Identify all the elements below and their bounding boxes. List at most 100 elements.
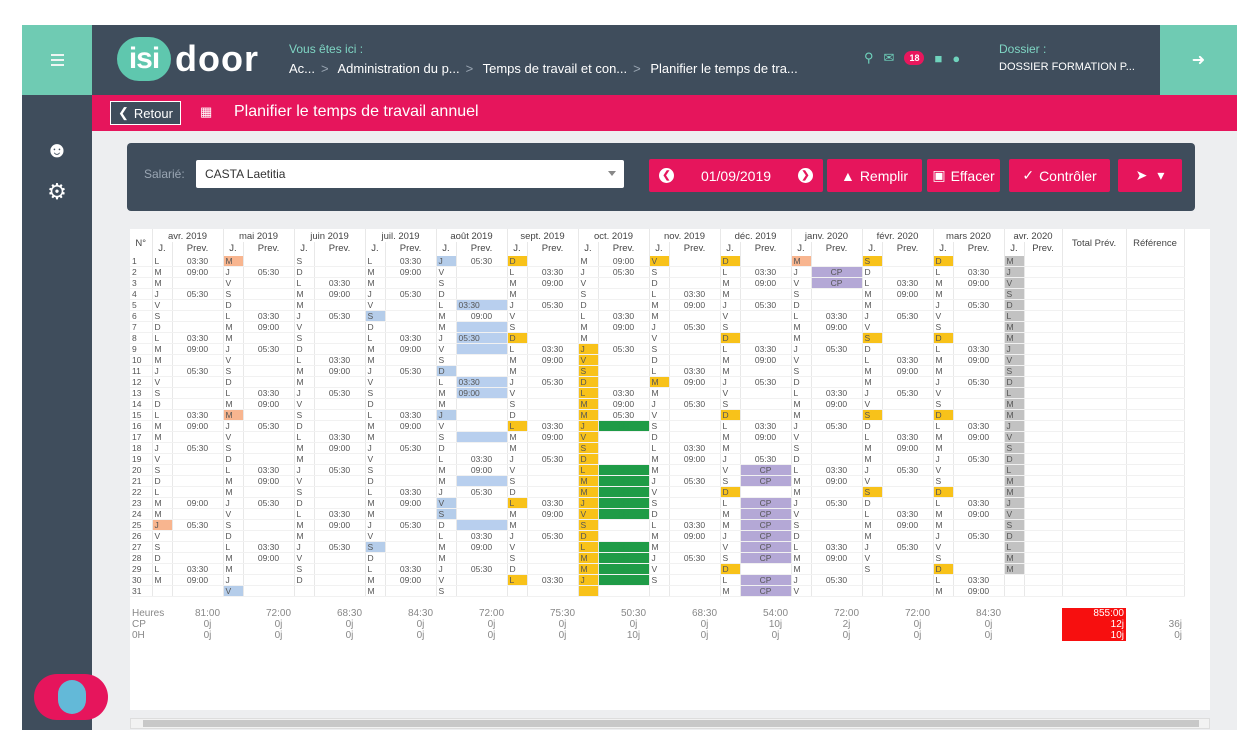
planned-time-cell[interactable]: 05:30 xyxy=(172,365,224,377)
day-letter-cell[interactable]: V xyxy=(223,431,244,443)
day-letter-cell[interactable]: M xyxy=(578,475,599,487)
day-letter-cell[interactable]: M xyxy=(294,288,315,300)
day-letter-cell[interactable]: J xyxy=(223,574,244,586)
day-letter-cell[interactable]: D xyxy=(649,354,670,366)
day-letter-cell[interactable]: J xyxy=(1004,420,1025,432)
planned-time-cell[interactable]: 03:30 xyxy=(243,541,295,553)
day-letter-cell[interactable]: L xyxy=(649,288,670,300)
day-letter-cell[interactable]: J xyxy=(649,552,670,564)
planned-time-cell[interactable]: 03:30 xyxy=(527,574,579,586)
day-letter-cell[interactable]: M xyxy=(507,508,528,520)
day-letter-cell[interactable]: V xyxy=(791,508,812,520)
day-letter-cell[interactable]: L xyxy=(436,376,457,388)
day-letter-cell[interactable]: D xyxy=(507,563,528,575)
back-button[interactable]: ❮ Retour xyxy=(110,101,181,125)
planned-time-cell[interactable] xyxy=(385,475,437,487)
planned-time-cell[interactable]: 03:30 xyxy=(243,387,295,399)
day-letter-cell[interactable]: V xyxy=(152,376,173,388)
planned-time-cell[interactable]: 03:30 xyxy=(953,574,1005,586)
planned-time-cell[interactable] xyxy=(1024,277,1063,289)
planned-time-cell[interactable]: 03:30 xyxy=(953,420,1005,432)
day-letter-cell[interactable]: M xyxy=(507,354,528,366)
day-letter-cell[interactable]: D xyxy=(791,376,812,388)
planned-time-cell[interactable] xyxy=(527,310,579,322)
planned-time-cell[interactable] xyxy=(385,464,437,476)
planned-time-cell[interactable] xyxy=(527,541,579,553)
horizontal-scrollbar[interactable] xyxy=(130,718,1210,729)
users-gear-icon[interactable]: ⚙ xyxy=(47,179,67,204)
planned-time-cell[interactable] xyxy=(669,332,721,344)
planned-time-cell[interactable]: 05:30 xyxy=(314,541,366,553)
day-letter-cell[interactable]: V xyxy=(649,256,670,267)
day-letter-cell[interactable]: M xyxy=(507,442,528,454)
planned-time-cell[interactable]: 05:30 xyxy=(385,442,437,454)
day-letter-cell[interactable]: L xyxy=(791,541,812,553)
planned-time-cell[interactable]: 0H xyxy=(598,574,650,586)
day-letter-cell[interactable]: V xyxy=(152,530,173,542)
day-letter-cell[interactable]: M xyxy=(223,563,244,575)
day-letter-cell[interactable]: S xyxy=(862,332,883,344)
day-letter-cell[interactable]: L xyxy=(933,497,954,509)
day-letter-cell[interactable]: M xyxy=(365,508,386,520)
planned-time-cell[interactable] xyxy=(456,354,508,366)
planned-time-cell[interactable] xyxy=(385,431,437,443)
day-letter-cell[interactable]: L xyxy=(720,343,741,355)
day-letter-cell[interactable]: S xyxy=(578,288,599,300)
day-letter-cell[interactable]: V xyxy=(294,475,315,487)
day-letter-cell[interactable]: V xyxy=(294,398,315,410)
day-letter-cell[interactable]: D xyxy=(436,288,457,300)
planned-time-cell[interactable]: 09:00 xyxy=(953,354,1005,366)
planned-time-cell[interactable] xyxy=(314,256,366,267)
day-letter-cell[interactable]: L xyxy=(507,574,528,586)
planned-time-cell[interactable]: 03:30 xyxy=(811,464,863,476)
planned-time-cell[interactable] xyxy=(740,321,792,333)
planned-time-cell[interactable] xyxy=(882,256,934,267)
planned-time-cell[interactable] xyxy=(953,563,1005,575)
day-letter-cell[interactable]: D xyxy=(223,376,244,388)
planned-time-cell[interactable]: 03:30 xyxy=(456,453,508,465)
breadcrumb-item[interactable]: Ac... xyxy=(289,61,316,76)
day-letter-cell[interactable]: D xyxy=(507,332,528,344)
planned-time-cell[interactable] xyxy=(598,376,650,388)
planned-time-cell[interactable]: 05:30 xyxy=(456,256,508,267)
day-letter-cell[interactable]: J xyxy=(365,365,386,377)
planned-time-cell[interactable] xyxy=(1024,387,1063,399)
planned-time-cell[interactable]: 03:30 xyxy=(527,497,579,509)
day-letter-cell[interactable]: J xyxy=(933,299,954,311)
planned-time-cell[interactable] xyxy=(598,431,650,443)
planned-time-cell[interactable] xyxy=(1024,256,1063,267)
planned-time-cell[interactable] xyxy=(172,585,224,597)
planned-time-cell[interactable]: 09:00 xyxy=(385,420,437,432)
remplir-button[interactable]: ▲ Remplir xyxy=(827,159,922,192)
day-letter-cell[interactable]: M xyxy=(365,420,386,432)
planned-time-cell[interactable] xyxy=(385,277,437,289)
planned-time-cell[interactable] xyxy=(882,343,934,355)
planned-time-cell[interactable]: 05:30 xyxy=(740,299,792,311)
day-letter-cell[interactable]: M xyxy=(223,475,244,487)
day-letter-cell[interactable]: J xyxy=(152,442,173,454)
planned-time-cell[interactable]: 05:30 xyxy=(527,376,579,388)
planned-time-cell[interactable]: 09:00 xyxy=(740,431,792,443)
day-letter-cell[interactable]: M xyxy=(720,288,741,300)
day-letter-cell[interactable]: V xyxy=(1004,277,1025,289)
day-letter-cell[interactable]: J xyxy=(933,453,954,465)
day-letter-cell[interactable]: M xyxy=(436,541,457,553)
planned-time-cell[interactable] xyxy=(669,541,721,553)
planned-time-cell[interactable] xyxy=(740,365,792,377)
planned-time-cell[interactable]: 09:00 xyxy=(314,288,366,300)
breadcrumb-item[interactable]: Temps de travail et con... xyxy=(482,61,628,76)
planned-time-cell[interactable] xyxy=(314,563,366,575)
planned-time-cell[interactable] xyxy=(172,398,224,410)
planned-time-cell[interactable]: 09:00 xyxy=(314,442,366,454)
planned-time-cell[interactable] xyxy=(882,475,934,487)
day-letter-cell[interactable]: M xyxy=(862,442,883,454)
planned-time-cell[interactable] xyxy=(456,574,508,586)
day-letter-cell[interactable]: L xyxy=(365,563,386,575)
planned-time-cell[interactable] xyxy=(811,530,863,542)
day-letter-cell[interactable]: M xyxy=(862,519,883,531)
planned-time-cell[interactable] xyxy=(1024,376,1063,388)
planned-time-cell[interactable] xyxy=(456,277,508,289)
day-letter-cell[interactable]: V xyxy=(1004,354,1025,366)
planned-time-cell[interactable] xyxy=(882,530,934,542)
day-letter-cell[interactable]: S xyxy=(365,464,386,476)
